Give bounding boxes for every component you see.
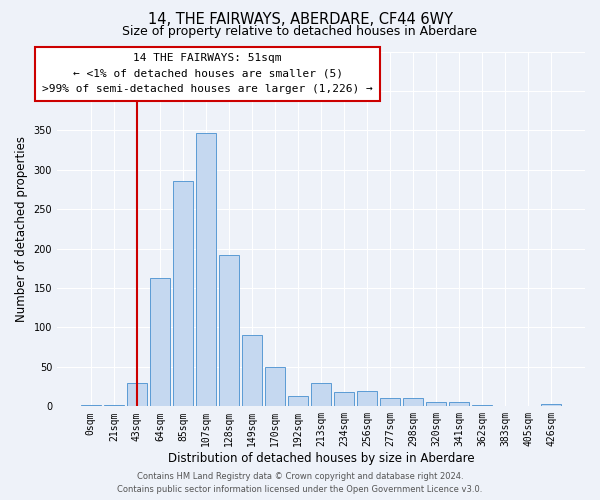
Bar [380, 398, 400, 406]
Bar [173, 181, 193, 406]
Bar [265, 367, 285, 406]
Bar [427, 402, 446, 406]
Bar [311, 382, 331, 406]
Y-axis label: Number of detached properties: Number of detached properties [15, 136, 28, 322]
Text: Contains HM Land Registry data © Crown copyright and database right 2024.
Contai: Contains HM Land Registry data © Crown c… [118, 472, 482, 494]
Text: 14 THE FAIRWAYS: 51sqm
← <1% of detached houses are smaller (5)
>99% of semi-det: 14 THE FAIRWAYS: 51sqm ← <1% of detached… [42, 54, 373, 94]
Bar [242, 336, 262, 406]
Bar [127, 382, 146, 406]
Bar [472, 405, 492, 406]
Text: 14, THE FAIRWAYS, ABERDARE, CF44 6WY: 14, THE FAIRWAYS, ABERDARE, CF44 6WY [148, 12, 452, 28]
Bar [288, 396, 308, 406]
Bar [150, 278, 170, 406]
Text: Size of property relative to detached houses in Aberdare: Size of property relative to detached ho… [122, 25, 478, 38]
Bar [541, 404, 561, 406]
Bar [403, 398, 423, 406]
X-axis label: Distribution of detached houses by size in Aberdare: Distribution of detached houses by size … [168, 452, 475, 465]
Bar [219, 255, 239, 406]
Bar [449, 402, 469, 406]
Bar [334, 392, 354, 406]
Bar [81, 405, 101, 406]
Bar [357, 390, 377, 406]
Bar [196, 132, 216, 406]
Bar [104, 405, 124, 406]
